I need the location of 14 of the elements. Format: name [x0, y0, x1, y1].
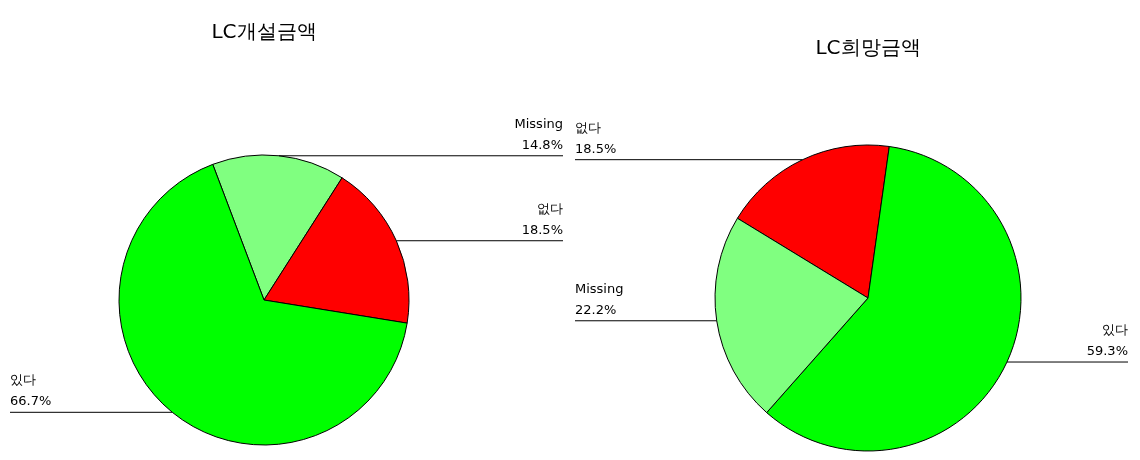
slice-label: Missing — [575, 280, 624, 296]
data-label: 22.2% — [575, 301, 617, 317]
data-label: 59.3% — [1086, 343, 1128, 359]
slice-label: 있다 — [1102, 322, 1128, 338]
chart-title: LC희망금액 — [815, 35, 921, 59]
chart-title: LC개설금액 — [211, 19, 317, 43]
slice-label: Missing — [514, 115, 563, 131]
slice-label: 있다 — [10, 372, 36, 388]
slice-label: 없다 — [537, 200, 563, 216]
slice-label: 없다 — [575, 119, 601, 135]
data-label: 18.5% — [521, 221, 563, 237]
data-label: 14.8% — [521, 136, 563, 152]
data-label: 66.7% — [10, 393, 52, 409]
data-label: 18.5% — [575, 140, 617, 156]
